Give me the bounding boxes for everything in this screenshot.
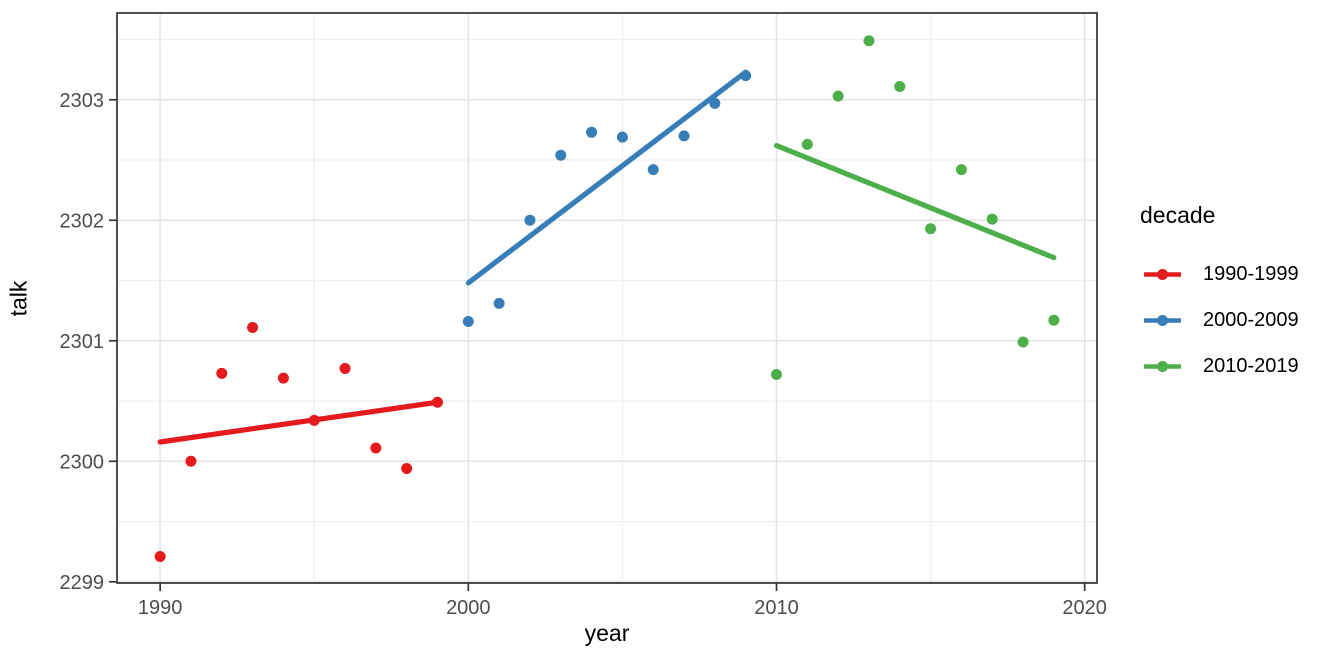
legend-title: decade: [1140, 202, 1216, 228]
legend-entry-2010-2019: 2010-2019: [1140, 354, 1299, 379]
panel-border: [116, 12, 1098, 584]
y-tick-label: 2301: [60, 331, 105, 353]
y-tick-label: 2299: [60, 572, 105, 594]
data-point-1990-1999: [185, 455, 197, 467]
legend-key-dot: [1157, 269, 1168, 280]
data-point-2010-2019: [894, 81, 906, 93]
legend: decade 1990-1999 2000-2009 2010-2019: [1140, 202, 1299, 400]
data-point-2000-2009: [493, 297, 505, 309]
trend-line-1990-1999: [157, 399, 441, 445]
data-point-2010-2019: [801, 138, 813, 150]
x-tick-label: 2020: [1062, 597, 1107, 619]
data-point-2000-2009: [616, 131, 628, 143]
data-point-2000-2009: [647, 164, 659, 176]
data-point-1990-1999: [308, 414, 320, 426]
data-point-2010-2019: [770, 369, 782, 381]
data-point-1990-1999: [216, 367, 228, 379]
data-point-1990-1999: [401, 463, 413, 475]
data-point-2000-2009: [586, 126, 598, 138]
data-point-2000-2009: [678, 130, 690, 142]
data-point-1990-1999: [339, 362, 351, 374]
data-point-2000-2009: [524, 214, 536, 226]
data-point-2010-2019: [925, 223, 937, 235]
legend-entry-1990-1999: 1990-1999: [1140, 262, 1299, 287]
legend-key-dot: [1157, 315, 1168, 326]
data-point-2000-2009: [709, 97, 721, 109]
y-tick-label: 2300: [60, 451, 105, 473]
line-point-key-icon: [1144, 361, 1181, 372]
data-point-2010-2019: [832, 90, 844, 102]
x-tick-label: 2000: [446, 597, 491, 619]
data-point-1990-1999: [370, 442, 382, 454]
data-point-2010-2019: [1017, 336, 1029, 348]
data-point-2010-2019: [863, 35, 875, 47]
legend-key-dot: [1157, 361, 1168, 372]
legend-entry-label: 1990-1999: [1203, 263, 1299, 285]
data-point-2000-2009: [740, 70, 752, 82]
data-point-1990-1999: [277, 372, 289, 384]
legend-entry-2000-2009: 2000-2009: [1140, 308, 1299, 333]
data-point-2010-2019: [955, 164, 967, 176]
y-tick-label: 2303: [60, 90, 105, 112]
data-point-1990-1999: [432, 396, 444, 408]
data-point-1990-1999: [154, 550, 166, 562]
panel-background: [117, 13, 1097, 583]
data-point-2010-2019: [1048, 314, 1060, 326]
legend-entry-label: 2010-2019: [1203, 355, 1299, 377]
trend-line-2000-2009: [465, 69, 749, 286]
data-point-1990-1999: [247, 322, 259, 334]
data-point-2000-2009: [462, 315, 474, 327]
legend-entry-label: 2000-2009: [1203, 309, 1299, 331]
x-tick-label: 1990: [138, 597, 183, 619]
x-tick-label: 2010: [754, 597, 799, 619]
line-point-key-icon: [1144, 315, 1181, 326]
y-tick-label: 2302: [60, 210, 105, 232]
data-point-2000-2009: [555, 149, 567, 161]
x-axis-title: year: [584, 620, 630, 646]
trend-line-2010-2019: [773, 142, 1057, 261]
data-point-2010-2019: [986, 213, 998, 225]
line-point-key-icon: [1144, 269, 1181, 280]
